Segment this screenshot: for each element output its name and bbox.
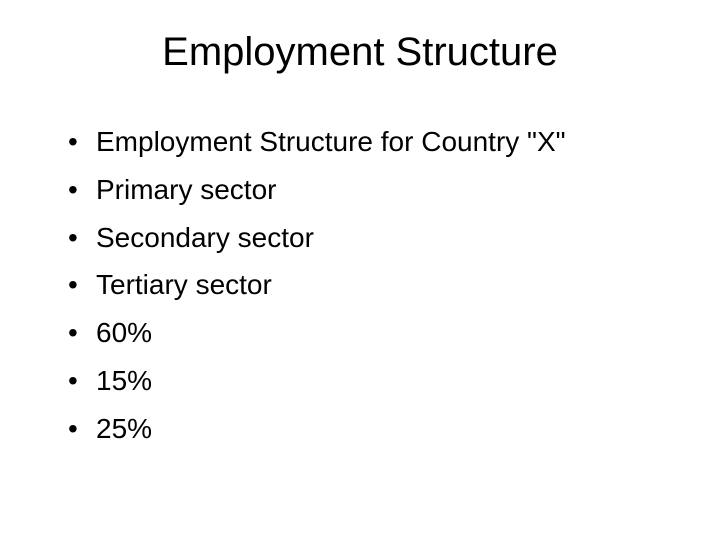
slide-title: Employment Structure xyxy=(0,30,720,75)
list-item: • Employment Structure for Country "X" xyxy=(68,123,660,161)
bullet-text: 25% xyxy=(96,410,660,448)
bullet-icon: • xyxy=(68,362,96,400)
list-item: • Primary sector xyxy=(68,171,660,209)
bullet-icon: • xyxy=(68,219,96,257)
bullet-icon: • xyxy=(68,266,96,304)
bullet-text: 15% xyxy=(96,362,660,400)
bullet-text: 60% xyxy=(96,314,660,352)
list-item: • Tertiary sector xyxy=(68,266,660,304)
list-item: • 60% xyxy=(68,314,660,352)
bullet-text: Tertiary sector xyxy=(96,266,660,304)
list-item: • Secondary sector xyxy=(68,219,660,257)
bullet-icon: • xyxy=(68,171,96,209)
bullet-icon: • xyxy=(68,410,96,448)
bullet-text: Primary sector xyxy=(96,171,660,209)
bullet-text: Secondary sector xyxy=(96,219,660,257)
bullet-text: Employment Structure for Country "X" xyxy=(96,123,660,161)
list-item: • 15% xyxy=(68,362,660,400)
list-item: • 25% xyxy=(68,410,660,448)
bullet-icon: • xyxy=(68,123,96,161)
bullet-icon: • xyxy=(68,314,96,352)
bullet-list: • Employment Structure for Country "X" •… xyxy=(0,123,720,448)
slide-container: Employment Structure • Employment Struct… xyxy=(0,0,720,540)
